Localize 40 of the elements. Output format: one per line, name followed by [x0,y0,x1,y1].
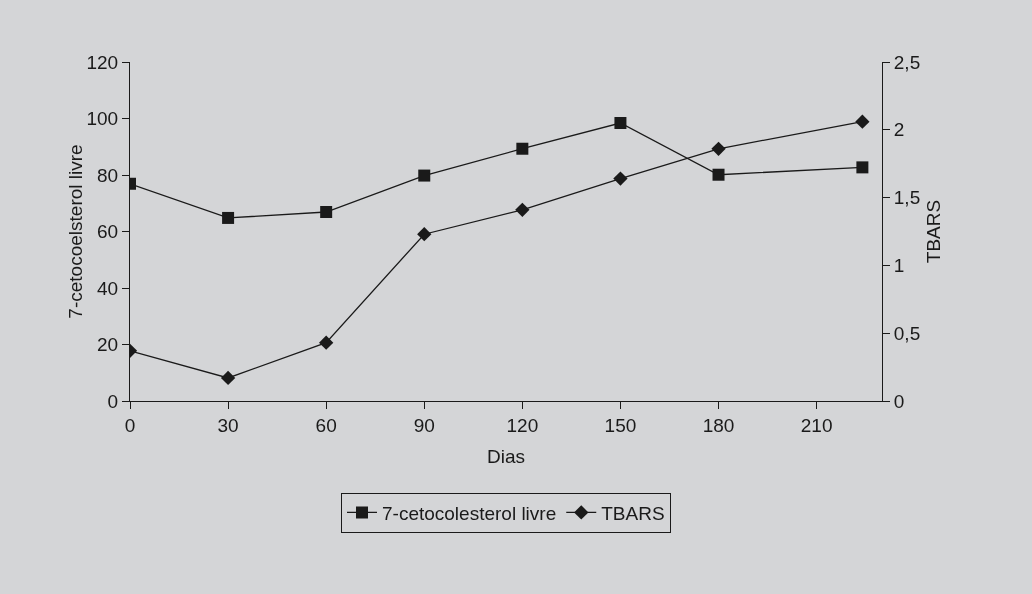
point [711,141,726,156]
y-tick-label: 40 [97,277,119,299]
y-tick-label: 120 [86,51,119,73]
point [856,161,869,174]
point [319,335,334,350]
point [614,117,627,130]
y-axis-title: 7-cetocoelsterol livre [65,144,86,319]
y2-tick-label: 1 [893,255,905,277]
y2-tick-label: 1,5 [893,187,921,209]
point [515,202,530,217]
y2-tick-label: 2,5 [893,51,921,73]
point [417,227,432,242]
y2-tick-label: 0,5 [893,322,921,344]
point [220,370,236,386]
y-tick-label: 60 [97,221,119,243]
y-tick-label: 80 [97,164,119,186]
point [613,171,628,186]
point [222,211,235,224]
legend-label: TBARS [601,502,665,524]
x-axis-title: Dias [486,445,526,467]
x-tick-label: 180 [702,414,735,436]
x-tick-label: 150 [604,414,637,436]
x-tick-label: 30 [217,414,239,436]
x-tick-label: 90 [413,414,435,436]
y2-axis-title: TBARS [922,199,944,264]
point [320,206,333,219]
y-tick-label: 0 [107,390,119,412]
legend-label: 7-cetocolesterol livre [382,502,557,524]
point [516,142,529,155]
point [418,169,431,182]
point [855,114,870,129]
y2-tick-label: 0 [893,390,905,412]
x-tick-label: 0 [124,414,136,436]
y2-tick-label: 2 [893,119,905,141]
point [712,168,725,181]
y-tick-label: 100 [86,108,119,130]
x-tick-label: 60 [315,414,337,436]
x-tick-label: 210 [800,414,833,436]
y-tick-label: 20 [97,334,119,356]
x-tick-label: 120 [506,414,539,436]
